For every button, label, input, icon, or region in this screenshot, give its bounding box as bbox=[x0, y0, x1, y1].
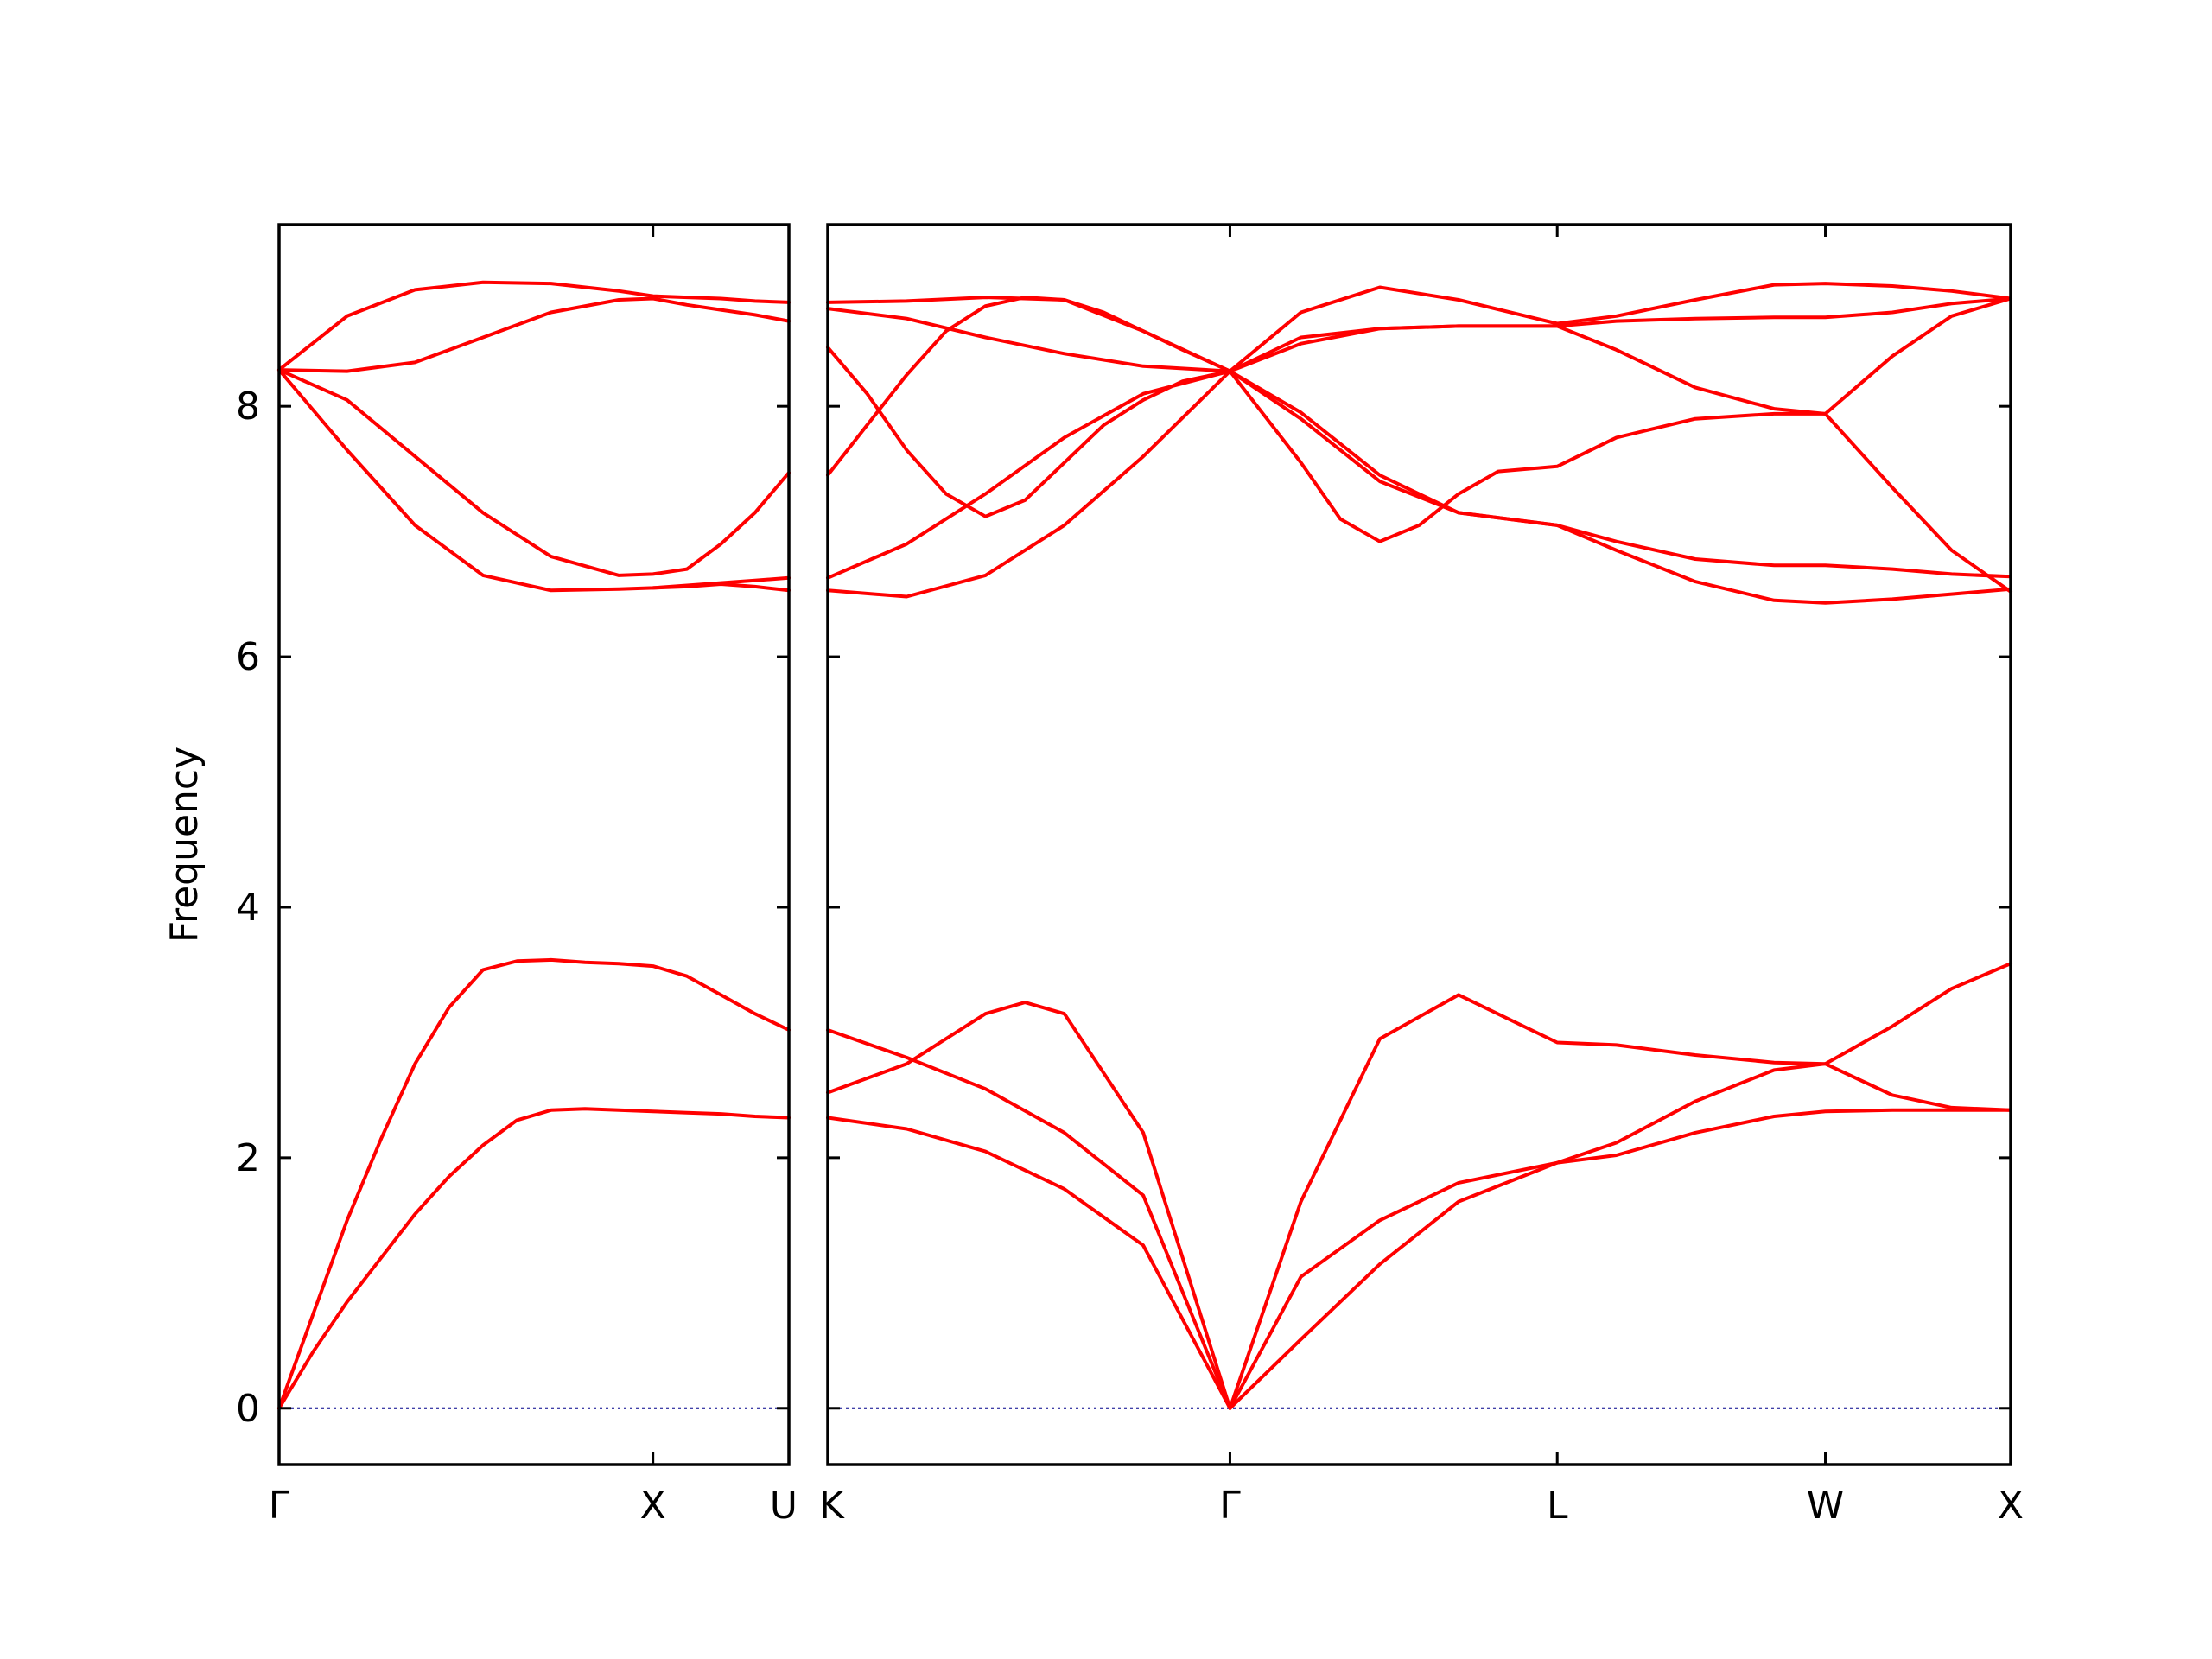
band-line-1-2 bbox=[826, 962, 2012, 1410]
band-line-1-1 bbox=[826, 993, 2012, 1410]
band-line-1-8 bbox=[826, 282, 2012, 373]
band-line-0-0 bbox=[277, 1107, 791, 1410]
y-axis-label: Frequency bbox=[162, 747, 207, 943]
band-line-0-3 bbox=[277, 368, 791, 577]
x-tick-label: W bbox=[1807, 1484, 1845, 1528]
axes-frame bbox=[277, 223, 791, 1466]
band-line-1-4 bbox=[826, 369, 2012, 580]
band-line-0-5 bbox=[277, 280, 791, 372]
y-tick-label: 2 bbox=[236, 1136, 260, 1180]
y-tick-label: 8 bbox=[236, 385, 260, 429]
x-tick-label: L bbox=[1547, 1484, 1568, 1528]
y-tick-label: 4 bbox=[236, 886, 260, 930]
y-tick-label: 0 bbox=[236, 1387, 260, 1431]
band-line-1-6 bbox=[826, 296, 2012, 477]
x-tick-label: Γ bbox=[1219, 1484, 1241, 1528]
x-tick-label: K bbox=[819, 1484, 845, 1528]
band-line-1-0 bbox=[826, 1108, 2012, 1410]
band-line-0-2 bbox=[277, 368, 791, 593]
y-tick-label: 6 bbox=[236, 635, 260, 679]
axes-frame bbox=[826, 223, 2012, 1466]
x-tick-label: X bbox=[640, 1484, 666, 1528]
x-tick-label: X bbox=[1998, 1484, 2024, 1528]
band-line-0-4 bbox=[277, 296, 791, 373]
band-line-0-6 bbox=[651, 582, 791, 593]
band-line-0-1 bbox=[277, 957, 791, 1410]
band-line-1-5 bbox=[826, 346, 2012, 594]
x-tick-label: Γ bbox=[269, 1484, 290, 1528]
x-tick-label: U bbox=[770, 1484, 798, 1528]
band-line-1-7 bbox=[826, 296, 2012, 373]
panel-left: 0 2 4 6 8 Γ X U bbox=[236, 223, 798, 1528]
